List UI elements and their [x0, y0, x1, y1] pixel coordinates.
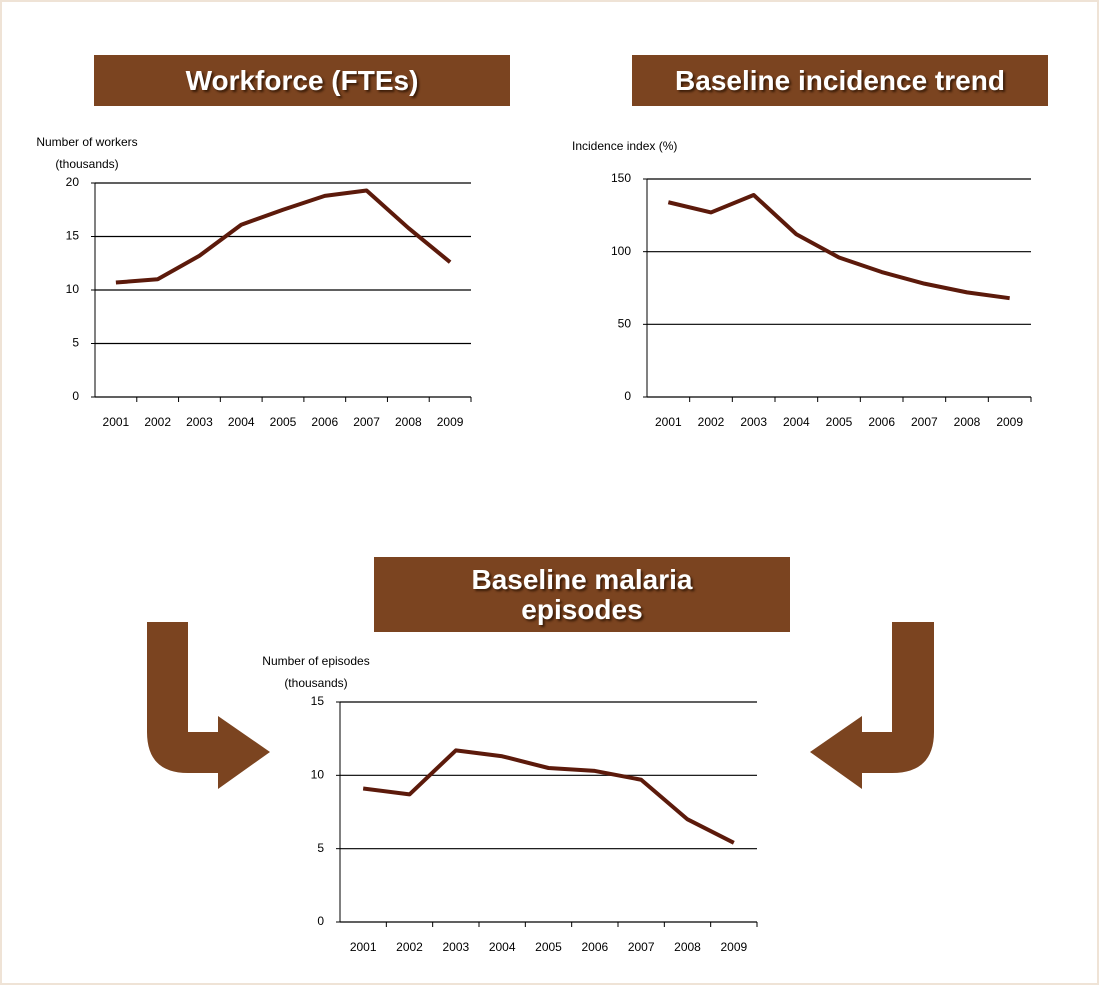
x-tick-label: 2009	[437, 415, 464, 429]
x-tick-label: 2004	[489, 940, 516, 954]
x-tick-label: 2007	[353, 415, 380, 429]
y-tick-label: 0	[624, 389, 631, 403]
left-arrow	[147, 622, 270, 789]
line	[115, 188, 452, 285]
x-tick-label: 2002	[396, 940, 423, 954]
right-arrow	[810, 622, 934, 789]
x-tick-label: 2001	[350, 940, 377, 954]
x-tick-label: 2008	[395, 415, 422, 429]
y-tick-label: 0	[317, 914, 324, 928]
x-tick-label: 2008	[674, 940, 701, 954]
x-tick-label: 2009	[720, 940, 747, 954]
y-axis-label: Number of episodes	[262, 654, 369, 668]
chart-title: Baseline malaria episodes	[374, 557, 790, 632]
x-tick-label: 2004	[783, 415, 810, 429]
y-tick-label: 15	[311, 694, 325, 708]
x-tick-label: 2002	[698, 415, 725, 429]
x-tick-label: 2003	[442, 940, 469, 954]
x-tick-label: 2006	[581, 940, 608, 954]
y-tick-label: 15	[66, 229, 80, 243]
x-tick-label: 2007	[628, 940, 655, 954]
line	[362, 748, 735, 845]
chart-title: Baseline incidence trend	[632, 55, 1048, 106]
x-tick-label: 2005	[535, 940, 562, 954]
x-tick-label: 2005	[270, 415, 297, 429]
x-tick-label: 2004	[228, 415, 255, 429]
y-axis-label: (thousands)	[55, 157, 118, 171]
chart-title: Workforce (FTEs)	[94, 55, 510, 106]
x-tick-label: 2009	[996, 415, 1023, 429]
y-tick-label: 0	[72, 389, 79, 403]
y-tick-label: 10	[311, 768, 325, 782]
y-tick-label: 150	[611, 171, 631, 185]
y-axis-label: Number of workers	[36, 135, 137, 149]
x-tick-label: 2006	[311, 415, 338, 429]
x-tick-label: 2003	[740, 415, 767, 429]
x-tick-label: 2003	[186, 415, 213, 429]
y-axis-label: Incidence index (%)	[572, 139, 677, 153]
line	[667, 192, 1010, 301]
x-tick-label: 2007	[911, 415, 938, 429]
y-tick-label: 100	[611, 244, 631, 258]
x-tick-label: 2001	[655, 415, 682, 429]
x-tick-label: 2001	[103, 415, 130, 429]
y-tick-label: 20	[66, 175, 80, 189]
y-tick-label: 50	[618, 317, 632, 331]
x-tick-label: 2006	[868, 415, 895, 429]
y-tick-label: 5	[72, 336, 79, 350]
y-tick-label: 10	[66, 282, 80, 296]
x-tick-label: 2005	[826, 415, 853, 429]
x-tick-label: 2008	[954, 415, 981, 429]
x-tick-label: 2002	[144, 415, 171, 429]
y-axis-label: (thousands)	[284, 676, 347, 690]
y-tick-label: 5	[317, 841, 324, 855]
